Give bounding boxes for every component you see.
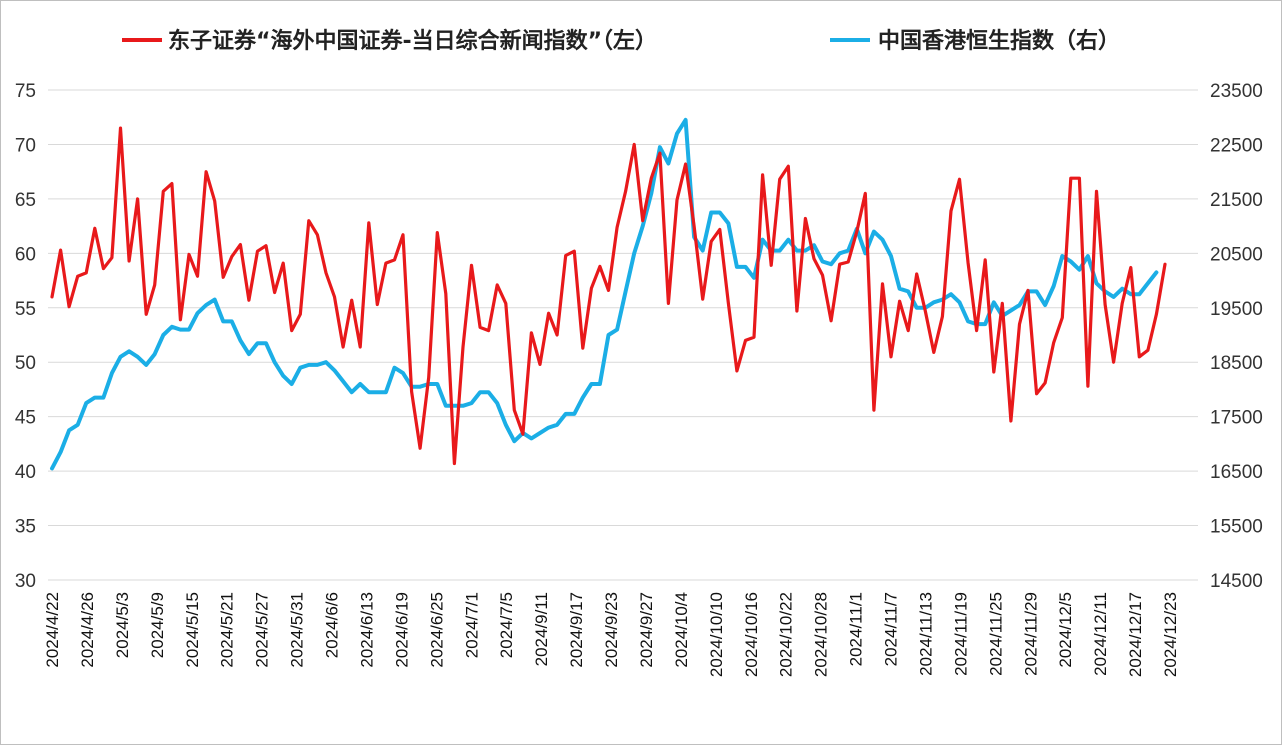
x-tick-label: 2024/10/10 bbox=[707, 592, 726, 677]
x-tick-label: 2024/9/11 bbox=[532, 592, 551, 666]
left-y-axis: 30 35 40 45 50 55 60 65 70 75 bbox=[15, 81, 36, 592]
y-left-tick-label: 30 bbox=[15, 571, 36, 592]
x-tick-label: 2024/11/25 bbox=[986, 592, 1005, 676]
y-right-tick-label: 22500 bbox=[1210, 135, 1263, 156]
legend-label-hang-seng: 中国香港恒生指数（右） bbox=[878, 28, 1120, 54]
x-tick-label: 2024/4/26 bbox=[78, 592, 97, 668]
y-left-tick-label: 35 bbox=[15, 517, 36, 538]
x-tick-label: 2024/6/25 bbox=[427, 592, 446, 668]
y-left-tick-label: 65 bbox=[15, 190, 36, 211]
y-right-tick-label: 21500 bbox=[1210, 190, 1263, 211]
x-tick-label: 2024/11/19 bbox=[951, 592, 970, 676]
y-left-tick-label: 75 bbox=[15, 81, 36, 102]
y-right-tick-label: 20500 bbox=[1210, 244, 1263, 265]
series-line-hang-seng bbox=[50, 117, 1159, 471]
x-tick-label: 2024/6/6 bbox=[323, 592, 342, 658]
x-tick-label: 2024/7/5 bbox=[497, 592, 516, 658]
x-tick-label: 2024/5/3 bbox=[113, 592, 132, 658]
x-tick-label: 2024/5/31 bbox=[288, 592, 307, 668]
x-tick-label: 2024/5/15 bbox=[183, 592, 202, 668]
y-right-tick-label: 19500 bbox=[1210, 299, 1263, 320]
x-tick-label: 2024/9/17 bbox=[567, 592, 586, 668]
x-tick-label: 2024/12/5 bbox=[1056, 592, 1075, 668]
y-right-tick-label: 18500 bbox=[1210, 353, 1263, 374]
x-tick-label: 2024/4/22 bbox=[43, 592, 62, 668]
y-right-tick-label: 23500 bbox=[1210, 81, 1263, 102]
x-tick-label: 2024/6/19 bbox=[392, 592, 411, 668]
x-tick-label: 2024/11/13 bbox=[916, 592, 935, 676]
x-tick-label: 2024/12/11 bbox=[1091, 592, 1110, 676]
x-tick-label: 2024/10/4 bbox=[672, 592, 691, 668]
x-tick-label: 2024/11/1 bbox=[847, 592, 866, 666]
gridlines bbox=[48, 89, 1198, 581]
y-left-tick-label: 70 bbox=[15, 135, 36, 156]
legend: 东子证券“海外中国证券-当日综合新闻指数”（左） 中国香港恒生指数（右） bbox=[122, 28, 1120, 54]
legend-label-news-index: 东子证券“海外中国证券-当日综合新闻指数”（左） bbox=[168, 28, 657, 54]
x-tick-label: 2024/10/16 bbox=[742, 592, 761, 677]
y-right-tick-label: 17500 bbox=[1210, 408, 1263, 429]
y-right-tick-label: 16500 bbox=[1210, 462, 1263, 483]
series-line-news-index bbox=[50, 126, 1167, 466]
x-tick-label: 2024/5/27 bbox=[253, 592, 272, 668]
x-tick-label: 2024/5/21 bbox=[218, 592, 237, 668]
y-left-tick-label: 60 bbox=[15, 244, 36, 265]
x-axis: 2024/4/22 2024/4/26 2024/5/3 2024/5/9 2024/5… bbox=[43, 592, 1180, 677]
y-left-tick-label: 50 bbox=[15, 353, 36, 374]
y-left-tick-label: 40 bbox=[15, 462, 36, 483]
x-tick-label: 2024/9/27 bbox=[637, 592, 656, 668]
right-y-axis: 14500 15500 16500 17500 18500 19500 20500 21500… bbox=[1210, 81, 1263, 592]
y-left-tick-label: 55 bbox=[15, 299, 36, 320]
x-tick-label: 2024/11/29 bbox=[1021, 592, 1040, 676]
legend-item-hang-seng[interactable]: 中国香港恒生指数（右） bbox=[830, 28, 1120, 54]
x-tick-label: 2024/5/9 bbox=[148, 592, 167, 658]
x-tick-label: 2024/10/22 bbox=[777, 592, 796, 677]
x-tick-label: 2024/10/28 bbox=[812, 592, 831, 677]
y-right-tick-label: 15500 bbox=[1210, 517, 1263, 538]
x-tick-label: 2024/11/7 bbox=[882, 592, 901, 666]
x-tick-label: 2024/12/23 bbox=[1161, 592, 1180, 677]
legend-item-news-index[interactable]: 东子证券“海外中国证券-当日综合新闻指数”（左） bbox=[122, 28, 657, 54]
y-left-tick-label: 45 bbox=[15, 408, 36, 429]
x-tick-label: 2024/9/23 bbox=[602, 592, 621, 668]
x-tick-label: 2024/7/1 bbox=[462, 592, 481, 658]
y-right-tick-label: 14500 bbox=[1210, 571, 1263, 592]
series-lines bbox=[50, 117, 1167, 471]
x-tick-label: 2024/6/13 bbox=[357, 592, 376, 668]
x-tick-label: 2024/12/17 bbox=[1126, 592, 1145, 677]
